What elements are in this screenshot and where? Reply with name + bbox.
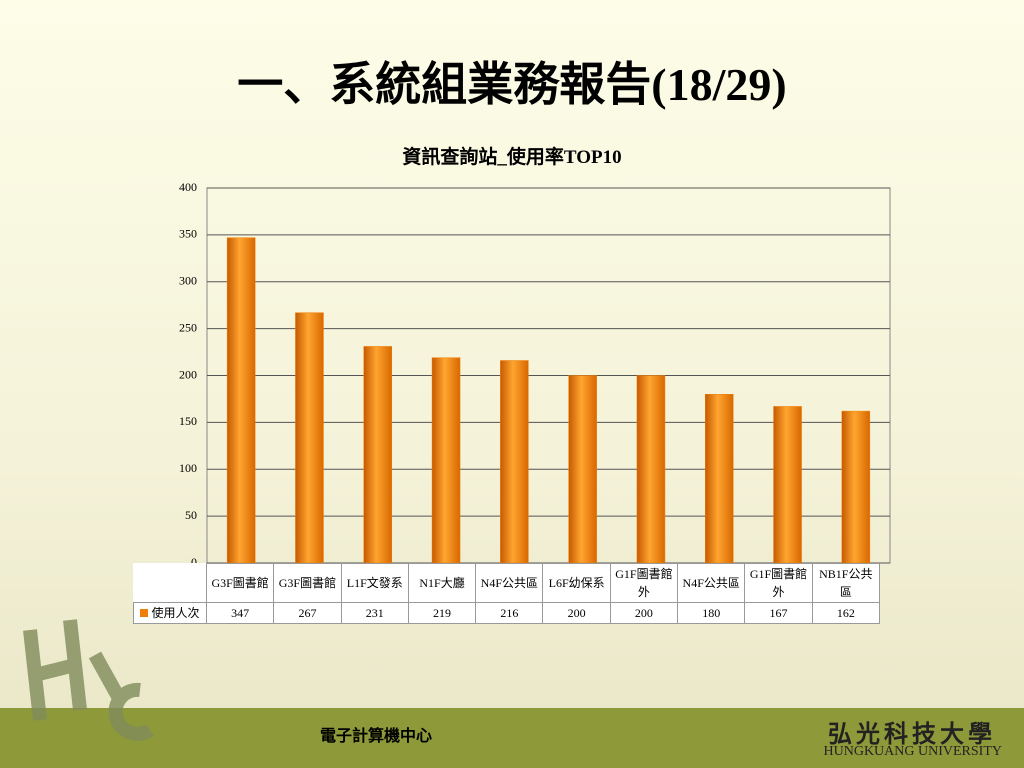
y-tick-label: 100 (179, 461, 197, 475)
legend-entry: 使用人次 (133, 602, 207, 624)
value-cell: 162 (811, 602, 880, 624)
bar (841, 410, 871, 564)
category-cell: L1F文發系 (340, 563, 409, 603)
x-tick-label: L6F幼保系 (548, 576, 605, 590)
value-cell: 200 (609, 602, 679, 624)
value-cell: 167 (744, 602, 813, 624)
legend-swatch (140, 609, 149, 617)
bar (705, 394, 734, 564)
footer-center: 電子計算機中心 (320, 728, 433, 745)
x-tick-label: G1F圖書館外 (749, 567, 808, 599)
y-tick-label: 250 (179, 320, 197, 334)
logo (23, 619, 154, 741)
y-tick-label: 200 (179, 367, 197, 381)
page-title: 一、系統組業務報告(18/29) (237, 59, 787, 110)
y-tick-label: 300 (179, 274, 197, 288)
bar (773, 406, 802, 564)
y-tick-label: 0 (191, 555, 197, 569)
x-tick-label: G1F圖書館外 (615, 567, 673, 599)
value-cell: 216 (475, 602, 544, 624)
y-tick-label: 400 (179, 180, 197, 194)
footer-band (0, 708, 1024, 768)
category-cell: G3F圖書館 (273, 563, 342, 603)
x-tick-label: G3F圖書館 (278, 576, 337, 590)
value-cell: 347 (205, 602, 275, 624)
table-corner (134, 564, 207, 603)
x-tick-label: L1F文發系 (346, 576, 403, 590)
university: 弘光科技大學 (828, 722, 996, 748)
category-cell: N1F大廳 (407, 563, 477, 603)
category-cell: N4F公共區 (475, 563, 544, 603)
bar (500, 360, 529, 564)
y-tick-label: 350 (179, 227, 197, 241)
x-tick-label: N4F公共區 (480, 576, 538, 590)
data-table: G3F圖書館 G3F圖書館 L1F文發系 N1F大廳 N4F公共區 L6F幼保系 G1F圖書… (133, 563, 880, 624)
value-cell: 267 (273, 602, 342, 624)
value-cell: 180 (677, 602, 746, 624)
x-tick-label: G3F圖書館 (211, 576, 269, 590)
x-tick-label: N4F公共區 (682, 576, 740, 590)
y-tick-label: 50 (185, 508, 197, 522)
chart-title: 資訊查詢站_使用率TOP10 (402, 147, 622, 168)
category-cell: L6F幼保系 (542, 563, 611, 603)
bar (431, 357, 461, 564)
y-tick-label: 150 (179, 414, 197, 428)
x-tick-label: N1F大廳 (419, 576, 465, 590)
category-cell: G3F圖書館 (205, 563, 275, 603)
category-cell: G1F圖書館外 (744, 563, 813, 603)
value-cell: 200 (542, 602, 611, 624)
category-cell: G1F圖書館外 (609, 563, 679, 603)
category-cell: NB1F公共區 (811, 563, 880, 603)
bar (226, 237, 256, 564)
bar (568, 375, 597, 564)
bar (363, 346, 392, 564)
legend-label: 使用人次 (151, 606, 200, 620)
x-tick-label: NB1F公共區 (819, 567, 873, 599)
value-cell: 231 (340, 602, 409, 624)
bar (295, 312, 324, 564)
value-cell: 219 (407, 602, 477, 624)
bar (636, 375, 666, 564)
university-en: HUNGKUANG UNIVERSITY (823, 744, 1003, 759)
category-cell: N4F公共區 (677, 563, 746, 603)
